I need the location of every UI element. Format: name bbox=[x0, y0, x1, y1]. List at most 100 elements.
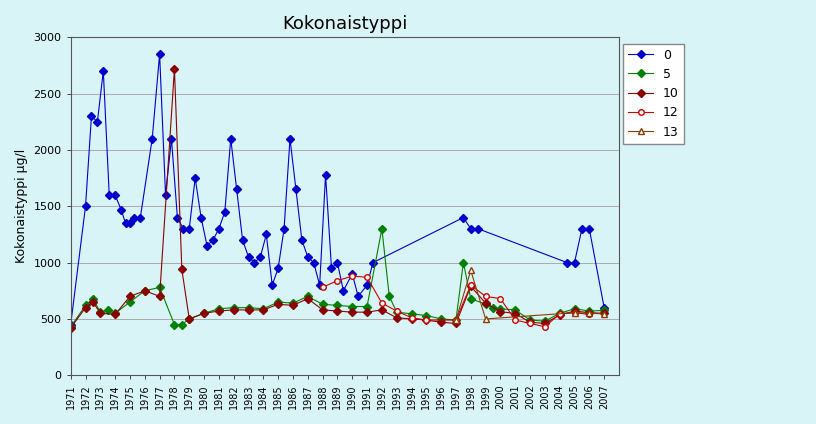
5 bbox=[510, 307, 520, 312]
12 bbox=[421, 318, 431, 323]
5 bbox=[481, 302, 490, 307]
10 bbox=[95, 311, 105, 316]
12 bbox=[526, 321, 535, 326]
Line: 0: 0 bbox=[68, 51, 607, 327]
12 bbox=[451, 318, 461, 323]
Line: 10: 10 bbox=[68, 66, 607, 331]
13 bbox=[451, 318, 461, 323]
5 bbox=[199, 311, 209, 316]
Legend: 0, 5, 10, 12, 13: 0, 5, 10, 12, 13 bbox=[623, 44, 684, 144]
10 bbox=[348, 310, 357, 315]
5 bbox=[377, 226, 387, 232]
10 bbox=[184, 316, 194, 321]
5 bbox=[348, 304, 357, 309]
5 bbox=[488, 305, 498, 310]
10 bbox=[392, 315, 401, 320]
10 bbox=[259, 307, 268, 312]
10 bbox=[333, 309, 343, 314]
5 bbox=[103, 307, 113, 312]
12 bbox=[481, 294, 490, 299]
5 bbox=[384, 294, 394, 299]
12 bbox=[540, 324, 550, 329]
5 bbox=[88, 296, 98, 301]
Line: 13: 13 bbox=[453, 268, 607, 323]
10 bbox=[140, 288, 149, 293]
5 bbox=[495, 306, 505, 311]
5 bbox=[170, 322, 180, 327]
10 bbox=[170, 66, 180, 71]
0 bbox=[155, 52, 165, 57]
10 bbox=[526, 320, 535, 325]
10 bbox=[540, 321, 550, 326]
10 bbox=[81, 305, 91, 310]
5 bbox=[466, 296, 476, 301]
13 bbox=[481, 316, 490, 321]
10 bbox=[155, 294, 165, 299]
10 bbox=[125, 294, 135, 299]
5 bbox=[540, 318, 550, 324]
12 bbox=[362, 275, 372, 280]
0 bbox=[172, 215, 182, 220]
5 bbox=[303, 294, 313, 299]
5 bbox=[273, 299, 283, 304]
10 bbox=[421, 318, 431, 323]
5 bbox=[584, 309, 594, 314]
5 bbox=[125, 299, 135, 304]
10 bbox=[555, 312, 565, 318]
12 bbox=[584, 312, 594, 317]
10 bbox=[466, 284, 476, 289]
10 bbox=[110, 312, 120, 317]
5 bbox=[599, 308, 609, 313]
12 bbox=[406, 315, 416, 320]
12 bbox=[392, 309, 401, 314]
5 bbox=[459, 260, 468, 265]
5 bbox=[66, 324, 76, 329]
10 bbox=[377, 307, 387, 312]
12 bbox=[570, 310, 579, 315]
10 bbox=[406, 316, 416, 321]
10 bbox=[481, 301, 490, 306]
5 bbox=[406, 311, 416, 316]
0 bbox=[308, 260, 318, 265]
12 bbox=[348, 273, 357, 279]
10 bbox=[451, 321, 461, 326]
5 bbox=[140, 288, 149, 293]
5 bbox=[362, 304, 372, 309]
Line: 12: 12 bbox=[320, 273, 592, 329]
10 bbox=[288, 303, 298, 308]
10 bbox=[177, 267, 187, 272]
Title: Kokonaistyppi: Kokonaistyppi bbox=[282, 15, 407, 33]
10 bbox=[244, 307, 254, 312]
10 bbox=[584, 310, 594, 315]
13 bbox=[466, 268, 476, 273]
5 bbox=[155, 285, 165, 290]
10 bbox=[303, 296, 313, 301]
10 bbox=[599, 311, 609, 316]
Line: 5: 5 bbox=[68, 226, 607, 329]
5 bbox=[317, 302, 327, 307]
0 bbox=[86, 114, 96, 119]
10 bbox=[570, 309, 579, 314]
5 bbox=[177, 322, 187, 327]
12 bbox=[466, 282, 476, 287]
12 bbox=[555, 311, 565, 316]
10 bbox=[199, 311, 209, 316]
5 bbox=[288, 301, 298, 306]
5 bbox=[526, 318, 535, 323]
10 bbox=[317, 307, 327, 312]
0 bbox=[92, 119, 102, 124]
10 bbox=[510, 311, 520, 316]
5 bbox=[451, 318, 461, 323]
5 bbox=[244, 305, 254, 310]
12 bbox=[495, 296, 505, 301]
0 bbox=[226, 136, 236, 141]
5 bbox=[214, 306, 224, 311]
0 bbox=[66, 322, 76, 327]
5 bbox=[392, 310, 401, 315]
10 bbox=[228, 307, 238, 312]
5 bbox=[110, 311, 120, 316]
13 bbox=[570, 310, 579, 315]
5 bbox=[81, 303, 91, 308]
5 bbox=[184, 316, 194, 321]
0 bbox=[315, 282, 325, 287]
